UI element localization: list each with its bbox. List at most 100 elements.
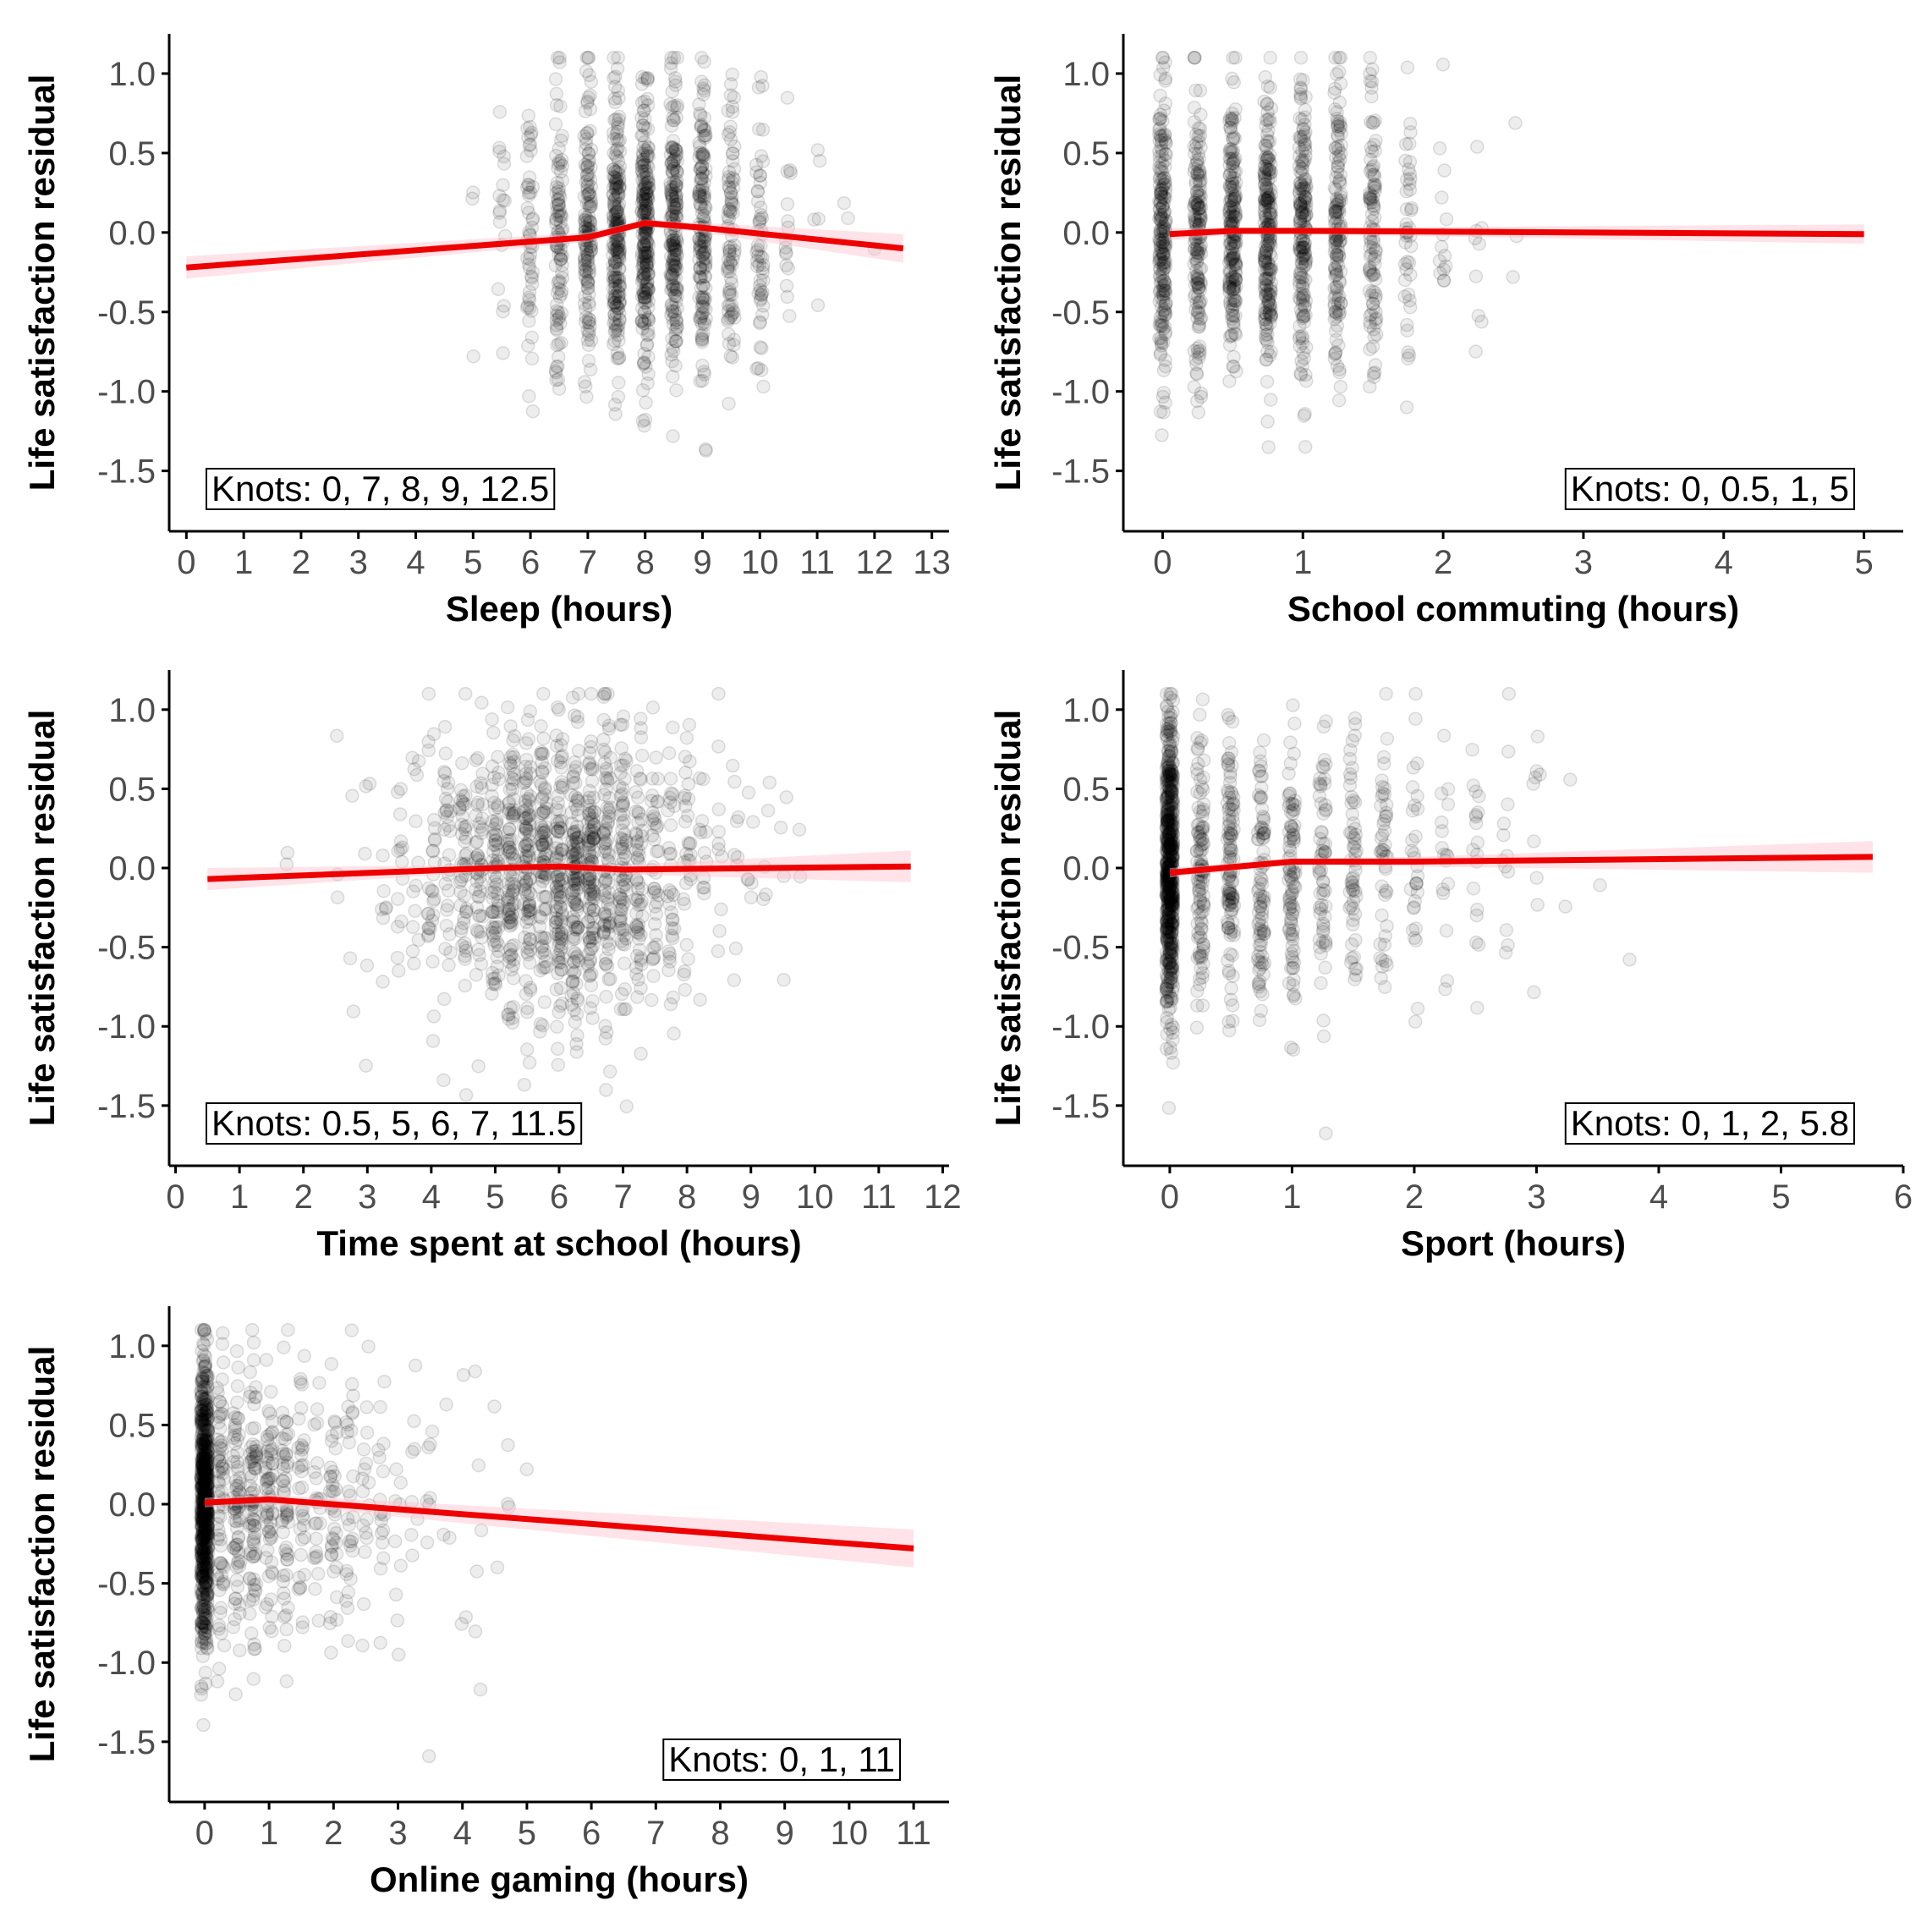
data-point — [722, 124, 738, 140]
data-point — [549, 982, 564, 997]
data-point — [810, 143, 826, 157]
data-point — [611, 190, 625, 205]
data-point — [522, 293, 537, 307]
data-point — [1264, 165, 1279, 179]
data-point — [1380, 731, 1395, 746]
x-tick-label: 3 — [358, 1178, 376, 1216]
data-point — [489, 871, 503, 885]
x-tick-label: 3 — [1574, 544, 1593, 581]
data-point — [549, 373, 563, 387]
data-point — [723, 88, 738, 102]
data-point — [634, 1046, 648, 1061]
data-point — [492, 215, 508, 229]
data-point — [634, 748, 650, 763]
data-point — [522, 251, 537, 266]
data-point — [598, 1019, 612, 1034]
data-point — [553, 215, 568, 230]
data-point — [711, 944, 726, 958]
data-point — [580, 183, 595, 198]
data-point — [598, 957, 613, 971]
data-point — [1342, 900, 1357, 915]
data-point — [637, 180, 652, 195]
data-point — [1406, 761, 1421, 775]
x-tick-label: 9 — [742, 1178, 760, 1216]
data-point — [568, 763, 582, 778]
data-point — [1401, 351, 1415, 366]
data-point — [426, 1009, 442, 1024]
x-tick-label: 4 — [406, 544, 425, 581]
data-point — [453, 802, 467, 816]
data-point — [606, 263, 621, 277]
data-point — [525, 404, 541, 419]
data-point — [670, 280, 684, 295]
data-point — [442, 848, 457, 862]
data-point — [663, 997, 678, 1012]
data-point — [1189, 243, 1204, 257]
data-point — [553, 821, 568, 836]
data-point — [1192, 151, 1207, 166]
data-point — [550, 1019, 564, 1034]
data-point — [1226, 309, 1241, 324]
data-point — [711, 739, 726, 754]
data-point — [437, 822, 452, 837]
data-point — [582, 755, 597, 770]
data-point — [601, 722, 617, 736]
data-point — [662, 790, 678, 805]
data-point — [1189, 295, 1204, 310]
data-point — [1378, 929, 1392, 943]
data-point — [782, 309, 797, 323]
data-point — [1622, 953, 1637, 967]
data-point — [781, 261, 796, 276]
data-point — [1333, 264, 1348, 279]
x-tick-label: 13 — [913, 544, 951, 581]
data-point — [524, 330, 540, 345]
data-point — [1260, 96, 1275, 111]
data-point — [457, 888, 472, 904]
data-point — [552, 196, 566, 211]
data-point — [549, 148, 563, 163]
data-point — [751, 122, 766, 136]
data-point — [608, 206, 623, 222]
data-point — [454, 873, 469, 887]
data-point — [753, 200, 768, 215]
data-point — [580, 248, 596, 263]
y-tick-label: 0.0 — [108, 850, 156, 887]
data-point — [1328, 204, 1342, 219]
data-point — [470, 750, 485, 766]
data-point — [725, 758, 740, 773]
data-point — [1468, 269, 1484, 283]
data-point — [1342, 778, 1358, 793]
data-point — [1331, 117, 1345, 131]
data-point — [1437, 163, 1452, 178]
data-point — [1399, 317, 1414, 332]
data-point — [584, 196, 599, 211]
data-point — [1398, 137, 1413, 151]
data-point — [665, 190, 679, 204]
data-point — [661, 963, 676, 978]
data-point — [345, 788, 360, 803]
y-tick-label: 0.5 — [108, 771, 156, 808]
data-point — [360, 958, 375, 973]
data-point — [753, 340, 768, 354]
data-point — [1436, 728, 1452, 743]
data-point — [497, 149, 511, 164]
data-point — [1194, 386, 1209, 401]
data-point — [750, 184, 766, 199]
data-point — [1254, 876, 1270, 892]
data-point — [1155, 335, 1171, 350]
data-point — [664, 50, 678, 65]
data-point — [1375, 879, 1389, 893]
data-point — [1441, 782, 1456, 797]
data-point — [394, 915, 409, 929]
y-tick-label: 0.0 — [108, 215, 156, 252]
data-point — [554, 843, 568, 858]
data-point — [606, 70, 621, 85]
data-point — [486, 725, 501, 740]
data-point — [1158, 353, 1172, 367]
data-point — [1501, 797, 1515, 812]
data-point — [694, 310, 708, 326]
data-point — [1293, 366, 1308, 381]
data-point — [692, 135, 706, 151]
data-point — [583, 362, 598, 377]
y-tick-label: 1.0 — [108, 56, 156, 93]
